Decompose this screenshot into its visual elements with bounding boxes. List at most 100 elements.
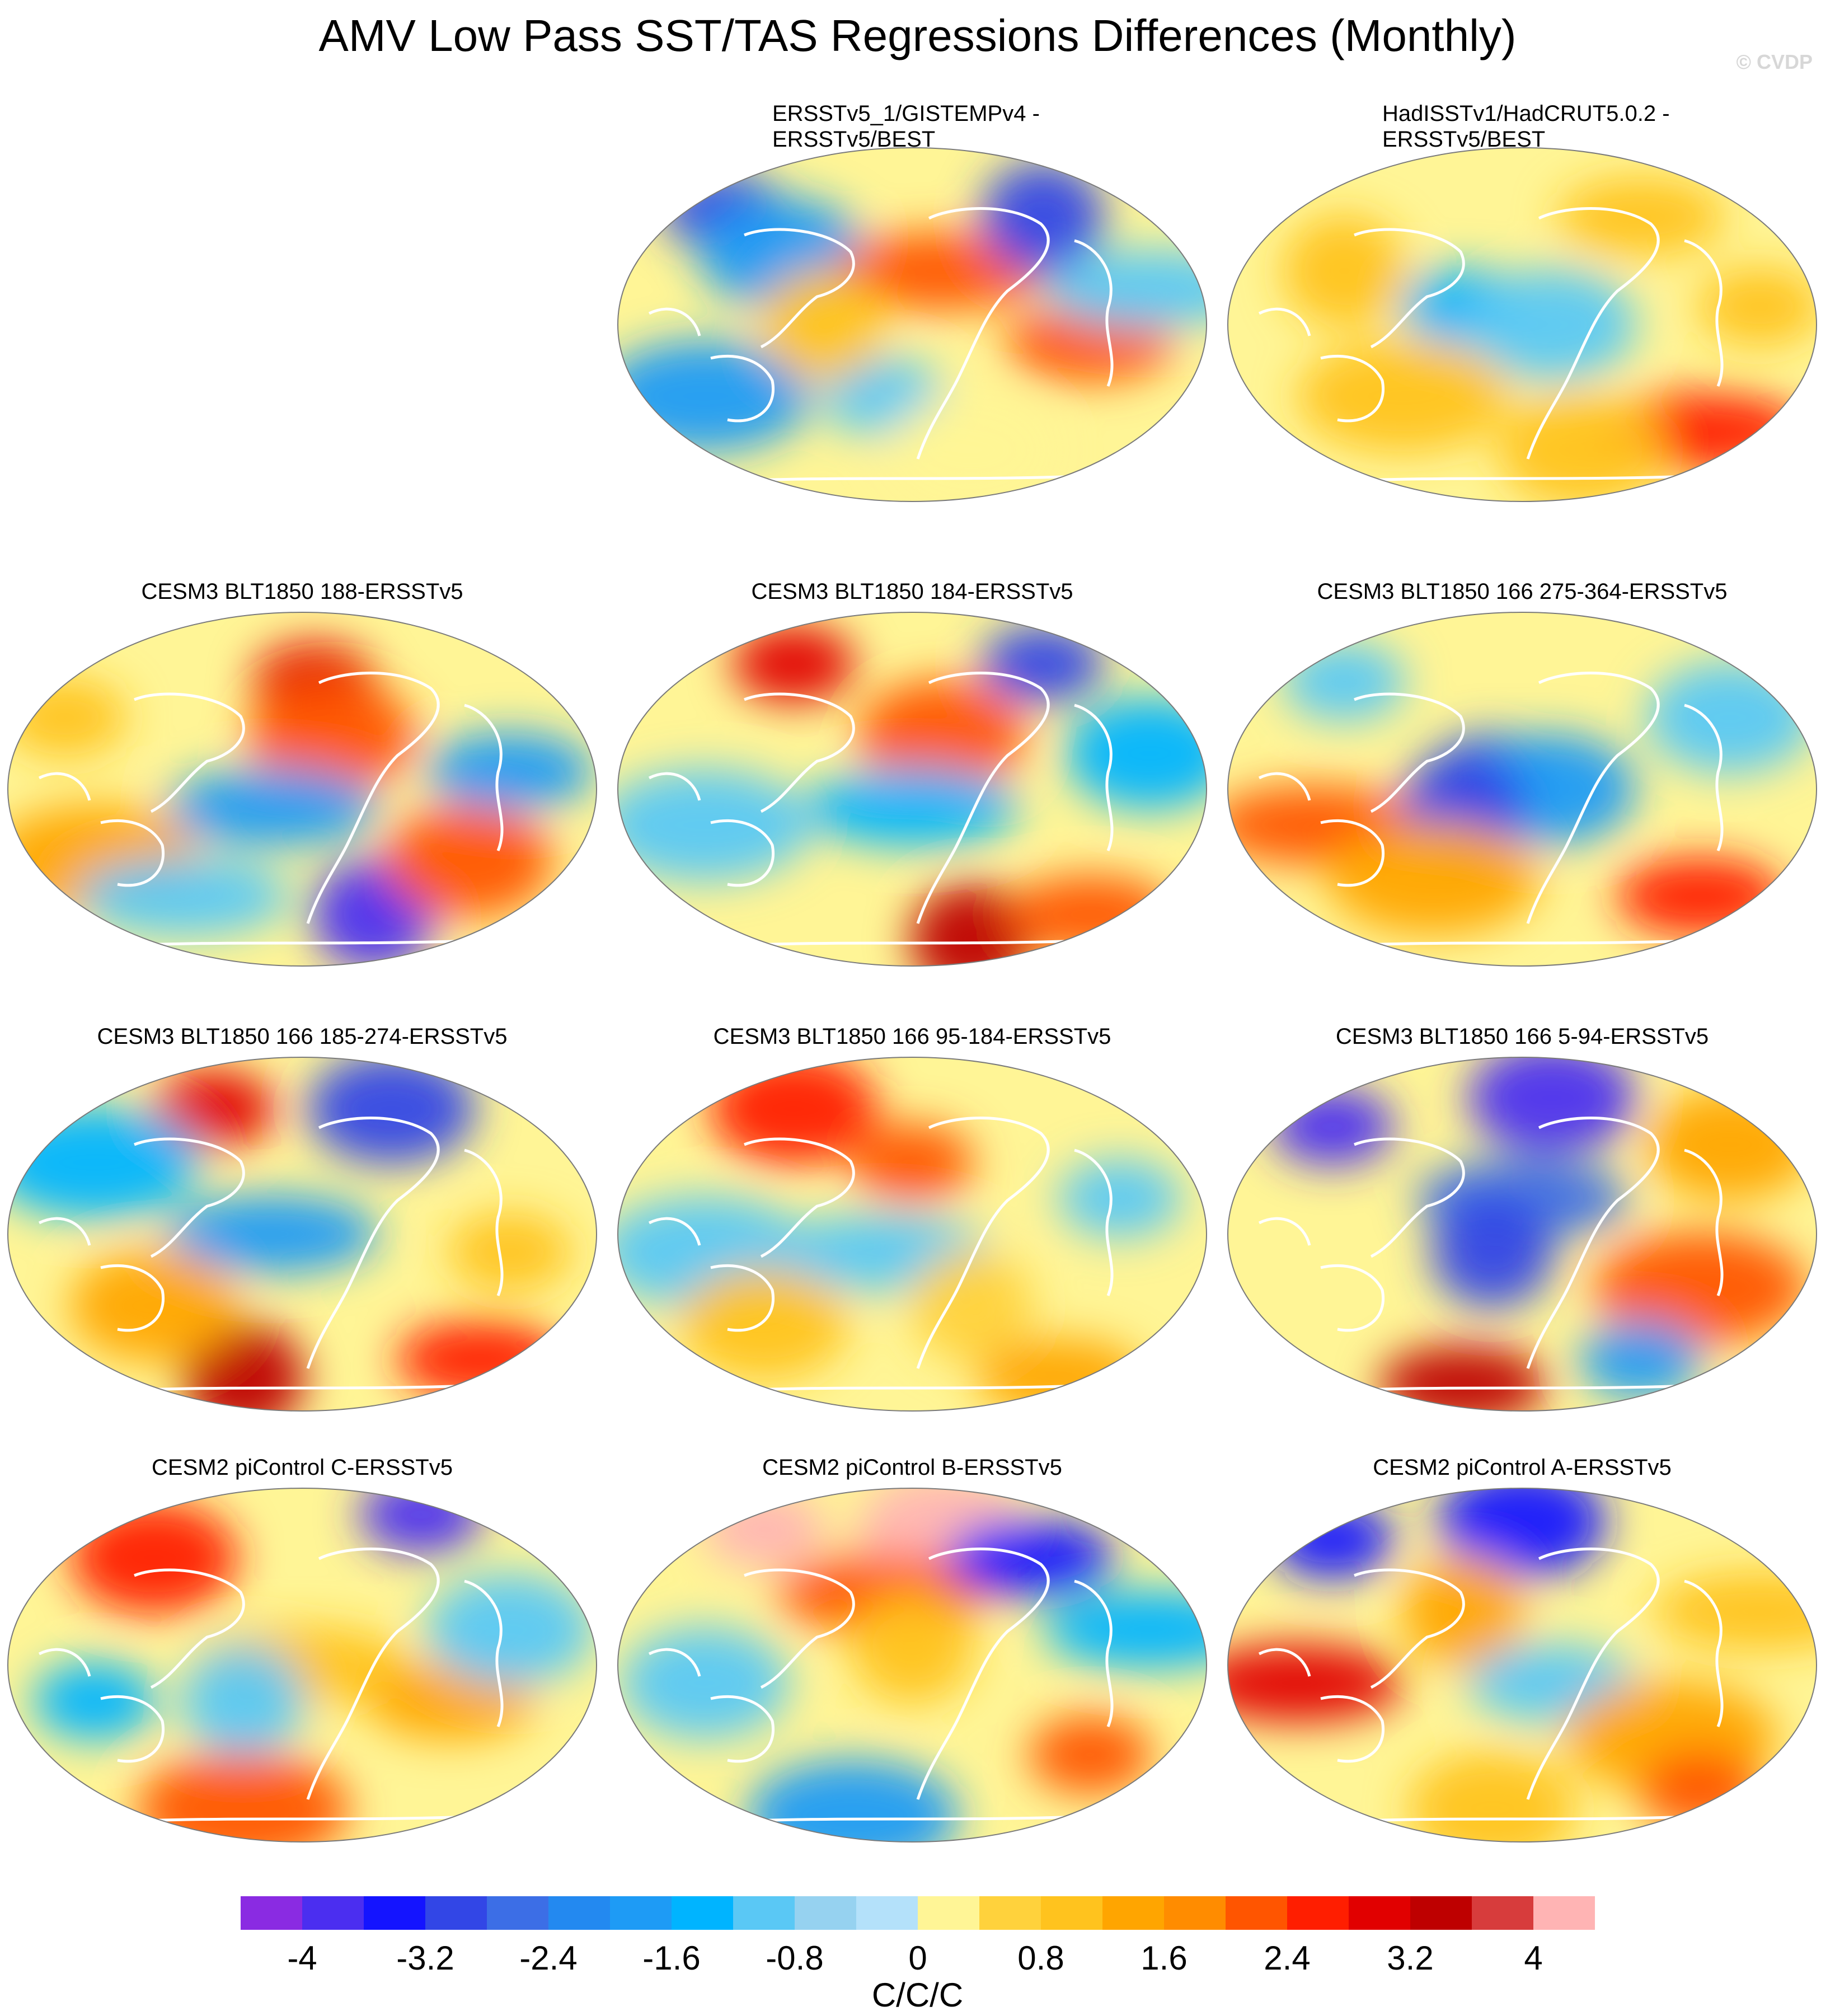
anomaly-region bbox=[166, 768, 379, 846]
coastline bbox=[306, 672, 440, 924]
colorbar-box bbox=[1164, 1896, 1226, 1930]
anomaly-region bbox=[981, 161, 1105, 273]
colorbar-box bbox=[733, 1896, 795, 1930]
colorbar-box bbox=[672, 1896, 733, 1930]
coastline bbox=[306, 1548, 440, 1800]
panel-title: CESM3 BLT1850 166 5-94-ERSSTv5 bbox=[1220, 1024, 1824, 1049]
anomaly-region bbox=[747, 1759, 959, 1842]
anomaly-region bbox=[384, 805, 552, 917]
colorbar-box bbox=[856, 1896, 918, 1930]
anomaly-region bbox=[1616, 857, 1784, 936]
panel-title: CESM3 BLT1850 184-ERSSTv5 bbox=[610, 579, 1214, 604]
panel-title: CESM3 BLT1850 188-ERSSTv5 bbox=[0, 579, 604, 604]
anomaly-region bbox=[1283, 215, 1406, 327]
panel-title: CESM2 piControl A-ERSSTv5 bbox=[1220, 1455, 1824, 1480]
coastline bbox=[38, 1648, 91, 1677]
coastline bbox=[1258, 1217, 1311, 1246]
panel-title: CESM3 BLT1850 166 185-274-ERSSTv5 bbox=[0, 1024, 604, 1049]
robinson-map bbox=[7, 1057, 597, 1412]
coastline bbox=[710, 354, 775, 423]
anomaly-region bbox=[806, 768, 1019, 846]
coastline bbox=[1354, 1568, 1465, 1689]
anomaly-region bbox=[680, 1268, 848, 1380]
coastline bbox=[134, 1568, 245, 1689]
anomaly-region bbox=[1646, 662, 1814, 773]
coastline bbox=[464, 1148, 504, 1296]
anomaly-region bbox=[8, 678, 126, 757]
anomaly-region bbox=[1698, 268, 1817, 346]
colorbar-tick-label: -1.6 bbox=[642, 1939, 701, 1977]
coastline bbox=[648, 307, 701, 336]
colorbar-tick-label: -2.4 bbox=[519, 1939, 578, 1977]
coastline bbox=[1684, 1148, 1724, 1296]
map-panel-p3: CESM3 BLT1850 188-ERSSTv5 bbox=[0, 554, 604, 979]
colorbar bbox=[241, 1896, 1595, 1930]
anomaly-region bbox=[732, 625, 855, 703]
map-border bbox=[7, 612, 597, 967]
anomaly-region bbox=[977, 1338, 1144, 1411]
colorbar-box bbox=[487, 1896, 548, 1930]
coastline bbox=[1074, 1148, 1114, 1296]
colorbar-box bbox=[302, 1896, 364, 1930]
colorbar-tick-label: -4 bbox=[287, 1939, 317, 1977]
coastline bbox=[744, 692, 855, 813]
colorbar-box bbox=[610, 1896, 672, 1930]
coastline bbox=[916, 1548, 1050, 1800]
coastline bbox=[1526, 672, 1660, 924]
anomaly-region bbox=[1327, 823, 1540, 935]
anomaly-region bbox=[851, 1123, 974, 1202]
anomaly-region bbox=[1594, 1232, 1806, 1344]
colorbar-tick-labels: -4 -3.2 -2.4 -1.6 -0.8 0 0.8 1.6 2.4 3.2 4 bbox=[0, 1939, 1835, 1978]
coastline bbox=[1074, 1579, 1114, 1727]
panel-title-line: CESM2 piControl B-ERSSTv5 bbox=[762, 1455, 1062, 1480]
coastline bbox=[710, 819, 775, 887]
coastline bbox=[727, 1384, 1097, 1393]
anomaly-region bbox=[77, 857, 290, 936]
coastline bbox=[1258, 1648, 1311, 1677]
panel-title: CESM3 BLT1850 166 275-364-ERSSTv5 bbox=[1220, 579, 1824, 604]
coastline bbox=[1074, 704, 1114, 851]
anomaly-region bbox=[152, 1070, 275, 1148]
coastline bbox=[727, 474, 1097, 483]
map-border bbox=[7, 1057, 597, 1412]
coastline bbox=[38, 1217, 91, 1246]
anomaly-region bbox=[618, 769, 811, 881]
anomaly-region bbox=[1579, 1320, 1702, 1399]
colorbar-box bbox=[1226, 1896, 1287, 1930]
credit-watermark: © CVDP bbox=[1736, 50, 1813, 73]
anomaly-region bbox=[621, 1627, 789, 1739]
panel-title-line: CESM3 BLT1850 188-ERSSTv5 bbox=[141, 579, 463, 604]
colorbar-tick-label: -3.2 bbox=[396, 1939, 454, 1977]
coastline bbox=[1320, 819, 1385, 887]
robinson-map bbox=[7, 1488, 597, 1842]
coastline bbox=[464, 1579, 504, 1727]
anomaly-region bbox=[1646, 1089, 1814, 1201]
map-border bbox=[617, 1488, 1207, 1842]
anomaly-region bbox=[702, 1489, 825, 1568]
anomaly-region bbox=[1228, 1644, 1404, 1722]
coastline bbox=[710, 1695, 775, 1763]
map-border bbox=[1227, 612, 1817, 967]
anomaly-region bbox=[981, 625, 1105, 703]
colorbar-tick-label: 2.4 bbox=[1264, 1939, 1311, 1977]
anomaly-region bbox=[1468, 269, 1636, 381]
coastline bbox=[1354, 228, 1465, 349]
coastline bbox=[134, 692, 245, 813]
coastline bbox=[1320, 1264, 1385, 1332]
panel-title: ERSSTv5_1/GISTEMPv4 - ERSSTv5/BEST bbox=[772, 101, 1214, 152]
anomaly-region bbox=[1283, 643, 1406, 721]
panel-title: CESM2 piControl C-ERSSTv5 bbox=[0, 1455, 604, 1480]
colorbar-box bbox=[1410, 1896, 1472, 1930]
robinson-map bbox=[1227, 147, 1817, 502]
coastline bbox=[1337, 474, 1707, 483]
coastline bbox=[134, 1137, 245, 1258]
robinson-map bbox=[7, 612, 597, 967]
coastline bbox=[100, 1695, 165, 1763]
coastline bbox=[648, 1648, 701, 1677]
colorbar-tick-label: 0 bbox=[908, 1939, 927, 1977]
coastline bbox=[1526, 207, 1660, 460]
map-border bbox=[617, 612, 1207, 967]
coastline bbox=[727, 1815, 1097, 1823]
coastline bbox=[1526, 1117, 1660, 1369]
coastline bbox=[648, 772, 701, 801]
